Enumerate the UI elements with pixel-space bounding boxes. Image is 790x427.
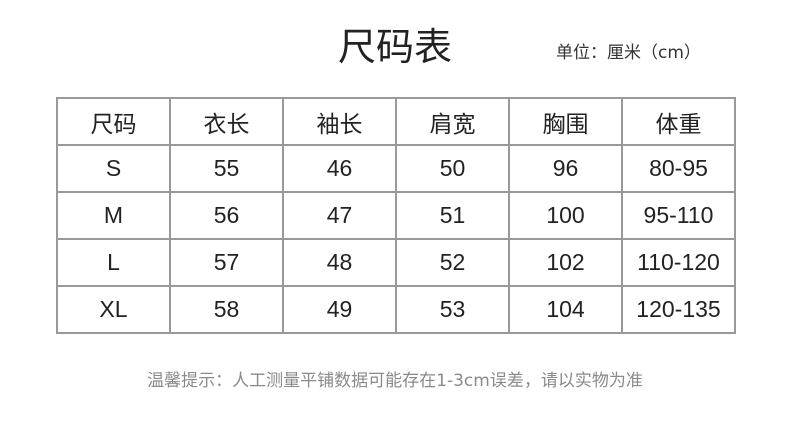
table-cell: 120-135 (621, 285, 736, 334)
table-cell: 100 (508, 191, 623, 240)
header-cell: 衣长 (169, 97, 284, 146)
table-cell: 52 (395, 238, 510, 287)
table-cell: 55 (169, 144, 284, 193)
table-cell: 51 (395, 191, 510, 240)
table-row: L 57 48 52 102 110-120 (56, 238, 736, 287)
table-cell: 46 (282, 144, 397, 193)
table-cell: 110-120 (621, 238, 736, 287)
table-cell: S (56, 144, 171, 193)
table-cell: 102 (508, 238, 623, 287)
header-cell: 胸围 (508, 97, 623, 146)
unit-label: 单位：厘米（cm） (556, 43, 701, 63)
page-title: 尺码表 (337, 25, 452, 69)
table-cell: 57 (169, 238, 284, 287)
table-cell: 50 (395, 144, 510, 193)
table-row: S 55 46 50 96 80-95 (56, 144, 736, 193)
measurement-note: 温馨提示：人工测量平铺数据可能存在1-3cm误差，请以实物为准 (147, 371, 643, 391)
table-cell: 80-95 (621, 144, 736, 193)
table-cell: 48 (282, 238, 397, 287)
table-cell: 96 (508, 144, 623, 193)
table-cell: XL (56, 285, 171, 334)
table-row: M 56 47 51 100 95-110 (56, 191, 736, 240)
table-cell: L (56, 238, 171, 287)
header-row: 尺码 衣长 袖长 肩宽 胸围 体重 (56, 97, 736, 146)
size-table: 尺码 衣长 袖长 肩宽 胸围 体重 S 55 46 50 96 80-95 M 56 47 51 100 95-1… (56, 97, 736, 334)
table-cell: 47 (282, 191, 397, 240)
table-cell: 53 (395, 285, 510, 334)
table-cell: 95-110 (621, 191, 736, 240)
header-cell: 袖长 (282, 97, 397, 146)
table-cell: M (56, 191, 171, 240)
header-cell: 肩宽 (395, 97, 510, 146)
header-cell: 尺码 (56, 97, 171, 146)
table-cell: 56 (169, 191, 284, 240)
table-row: XL 58 49 53 104 120-135 (56, 285, 736, 334)
header-cell: 体重 (621, 97, 736, 146)
table-cell: 104 (508, 285, 623, 334)
table-cell: 49 (282, 285, 397, 334)
table-cell: 58 (169, 285, 284, 334)
